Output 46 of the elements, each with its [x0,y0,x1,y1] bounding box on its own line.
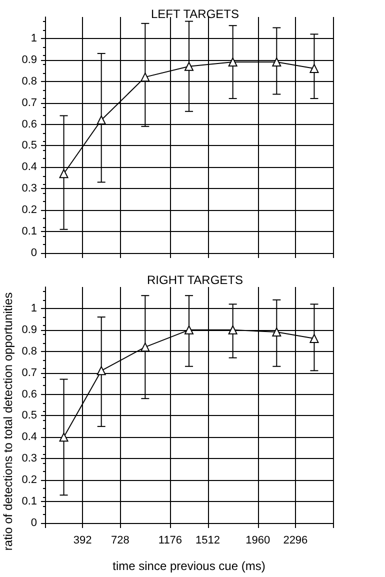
y-tick-label: 0.1 [22,496,37,508]
point [96,366,106,376]
y-tick-label: 0.2 [22,204,37,216]
y-tick-label: 0.7 [22,366,37,379]
y-tick-label: 0.9 [22,324,37,336]
y-tick-label: 0.1 [22,226,37,238]
x-axis-title: time since previous cue (ms) [112,559,266,573]
point [228,325,238,334]
y-axis-title: ratio of detections to total detection opportunities [1,292,15,551]
point [184,62,194,71]
y-tick-label: 0.5 [22,410,37,422]
x-tick-label: 728 [110,534,130,546]
y-tick-label: 0.6 [22,388,37,400]
x-tick-label: 1960 [246,534,270,546]
y-tick-label: 0.7 [22,96,37,109]
chart-title: RIGHT TARGETS [146,273,244,287]
x-tick-label: 2296 [283,534,308,546]
point [96,115,106,124]
x-tick-label: 1176 [158,534,182,546]
y-tick-label: 0 [30,517,37,529]
y-tick-label: 1 [30,32,37,44]
point [228,58,238,67]
y-tick-label: 0.6 [22,118,37,130]
y-tick-label: 0.3 [22,182,37,195]
y-tick-label: 0.4 [22,431,37,444]
point [272,328,282,337]
point [59,169,68,178]
point [184,325,194,334]
y-tick-label: 0.9 [22,54,37,66]
point [140,342,150,352]
point [59,432,68,442]
y-tick-label: 1 [30,302,37,314]
y-tick-label: 0.8 [22,345,37,358]
chart-title: LEFT TARGETS [150,7,240,21]
point [310,64,319,73]
x-tick-label: 392 [73,534,92,546]
y-tick-label: 0.8 [22,75,37,88]
y-tick-label: 0.2 [22,474,37,486]
x-tick-label: 1512 [196,534,220,546]
y-tick-label: 0 [30,247,37,259]
y-tick-label: 0.5 [22,140,37,152]
y-tick-label: 0.3 [22,452,37,465]
point [140,72,150,82]
point [310,334,319,343]
point [272,58,282,67]
y-tick-label: 0.4 [22,161,37,174]
